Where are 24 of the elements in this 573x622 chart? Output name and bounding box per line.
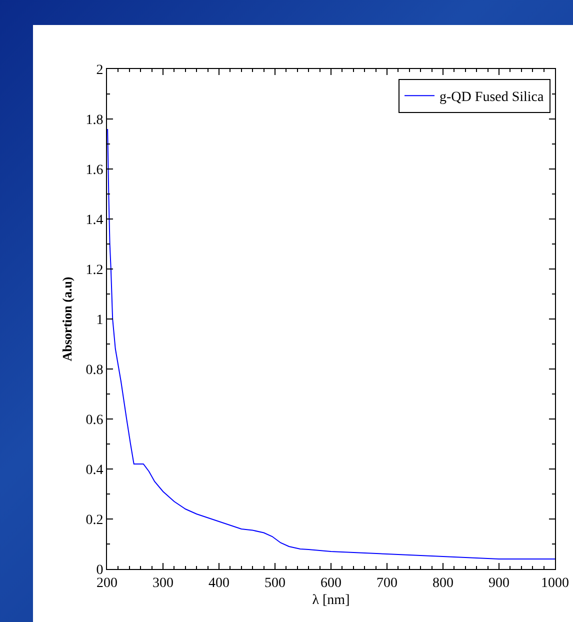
x-tick-label: 1000 xyxy=(541,576,569,591)
x-tick-label: 200 xyxy=(96,576,118,591)
x-axis-title: λ [nm] xyxy=(312,593,350,608)
x-tick-label: 600 xyxy=(320,576,342,591)
legend-label: g-QD Fused Silica xyxy=(440,90,545,106)
x-tick-label: 800 xyxy=(432,576,454,591)
y-tick-label: 1.8 xyxy=(86,112,104,128)
line-series xyxy=(107,128,555,560)
y-tick-label: 1.4 xyxy=(86,212,104,228)
y-tick-label: 1.2 xyxy=(86,262,104,278)
y-tick-label: 1 xyxy=(96,312,104,328)
y-tick-label: 0.8 xyxy=(86,362,104,378)
x-tick-label: 700 xyxy=(376,576,398,591)
x-tick-label: 900 xyxy=(488,576,510,591)
y-tick-label: 0 xyxy=(96,562,104,578)
y-tick-label: 0.6 xyxy=(86,412,104,428)
x-tick-label: 400 xyxy=(208,576,230,591)
y-tick-label: 2 xyxy=(96,62,104,78)
y-tick-label: 0.4 xyxy=(86,462,104,478)
x-tick-label: 300 xyxy=(152,576,174,591)
x-tick-label: 500 xyxy=(264,576,286,591)
y-axis-title: Absortion (a.u) xyxy=(60,276,75,362)
y-tick-label: 1.6 xyxy=(86,162,104,178)
y-tick-label: 0.2 xyxy=(86,512,104,528)
